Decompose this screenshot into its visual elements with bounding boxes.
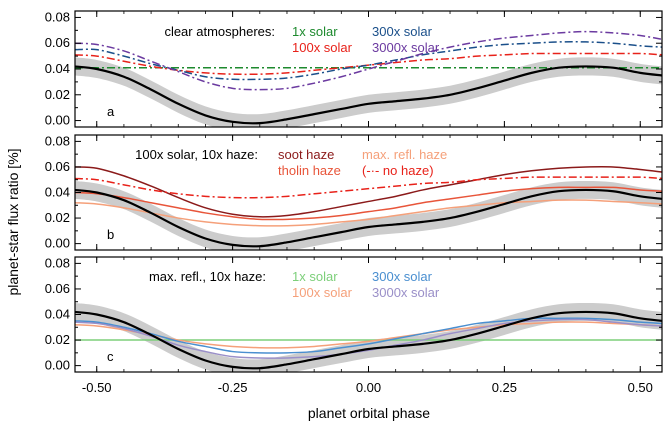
legend-entry: 300x solar — [372, 269, 433, 284]
y-tick-label: 0.06 — [45, 281, 70, 296]
observed-uncertainty-band — [75, 57, 662, 127]
y-tick-label: 0.08 — [45, 9, 70, 24]
x-tick-label: 0.25 — [492, 380, 517, 395]
y-tick-label: 0.02 — [45, 332, 70, 347]
y-tick-label: 0.02 — [45, 210, 70, 225]
observed-curve — [75, 65, 662, 125]
y-tick-label: 0.04 — [45, 185, 70, 200]
y-tick-label: 0.08 — [45, 255, 70, 270]
legend-title: clear atmospheres: — [164, 24, 275, 39]
legend-entry: max. refl. haze — [362, 147, 447, 162]
observed-curve — [75, 310, 662, 370]
series-line-a-3 — [75, 30, 662, 91]
y-tick-label: 0.08 — [45, 133, 70, 148]
legend-entry: 3000x solar — [372, 285, 440, 300]
y-tick-label: 0.00 — [45, 113, 70, 128]
legend-entry: 1x solar — [292, 24, 338, 39]
panel-b: 0.00 0.02 0.04 0.06 0.08 b 100x solar, 10x haz… — [45, 133, 663, 251]
y-tick-label: 0.04 — [45, 61, 70, 76]
plot-area — [75, 165, 662, 250]
panel-letter-a: a — [107, 104, 115, 119]
series-line-b-2 — [75, 199, 662, 227]
x-tick-label: 0.00 — [356, 380, 381, 395]
series-line-b-1 — [75, 186, 662, 221]
legend-entry: 3000x solar — [372, 40, 440, 55]
y-tick-label: 0.06 — [45, 35, 70, 50]
series-line-c-2 — [75, 317, 662, 354]
x-tick-label: -0.25 — [218, 380, 248, 395]
legend-entry: 100x solar — [292, 285, 353, 300]
legend-entry: tholin haze — [278, 163, 341, 178]
observed-uncertainty-band — [75, 181, 662, 250]
y-tick-label: 0.06 — [45, 159, 70, 174]
y-tick-label: 0.00 — [45, 236, 70, 251]
plot-area — [75, 30, 662, 127]
legend-entry: (-·- no haze) — [362, 163, 434, 178]
panel-a: 0.00 0.02 0.04 0.06 0.08 a clear atmospheres: 1… — [45, 9, 663, 128]
panels-group: 0.00 0.02 0.04 0.06 0.08 a clear atmospheres: 1… — [45, 9, 663, 395]
legend-entry: soot haze — [278, 147, 334, 162]
y-tick-label: 0.04 — [45, 307, 70, 322]
x-tick-label: 0.50 — [628, 380, 653, 395]
series-line-b-3 — [75, 176, 662, 199]
x-tick-label: -0.50 — [82, 380, 112, 395]
y-tick-label: 0.00 — [45, 358, 70, 373]
y-tick-label: 0.02 — [45, 87, 70, 102]
panel-letter-c: c — [107, 349, 114, 364]
series-line-b-0 — [75, 165, 662, 218]
y-axis-title: planet-star flux ratio [%] — [5, 148, 21, 295]
legend-title: 100x solar, 10x haze: — [135, 147, 258, 162]
legend-title: max. refl., 10x haze: — [149, 269, 266, 284]
panel-letter-b: b — [107, 227, 114, 242]
observed-curve — [75, 188, 662, 248]
plot-area — [75, 303, 662, 372]
legend-entry: 100x solar — [292, 40, 353, 55]
legend-entry: 300x solar — [372, 24, 433, 39]
legend-entry: 1x solar — [292, 269, 338, 284]
panel-c: 0.00 0.02 0.04 0.06 0.08 c max. refl., 10x haz… — [45, 255, 663, 395]
x-axis-title: planet orbital phase — [308, 405, 430, 421]
series-line-c-3 — [75, 318, 662, 359]
